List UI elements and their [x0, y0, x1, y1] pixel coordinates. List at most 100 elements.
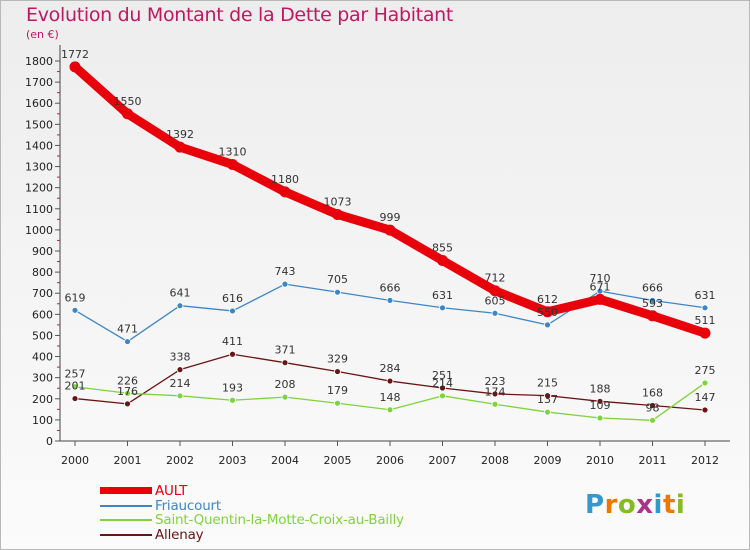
x-tick-label: 2005 — [324, 454, 352, 467]
legend-label: Saint-Quentin-la-Motte-Croix-au-Bailly — [155, 512, 404, 528]
data-label: 98 — [646, 401, 660, 414]
y-tick-label: 1100 — [25, 203, 53, 216]
y-tick-label: 900 — [32, 245, 53, 258]
x-tick-label: 2001 — [114, 454, 142, 467]
data-label: 411 — [222, 335, 243, 348]
data-point — [229, 350, 236, 358]
data-label: 371 — [275, 344, 296, 357]
data-label: 619 — [65, 291, 86, 304]
legend-swatch — [100, 504, 152, 507]
data-point — [124, 338, 131, 345]
data-point — [649, 416, 656, 424]
data-label: 179 — [327, 384, 348, 397]
x-tick-label: 2004 — [271, 454, 299, 467]
data-label: 1073 — [324, 195, 352, 208]
data-label: 593 — [642, 297, 663, 310]
y-tick-label: 400 — [32, 351, 53, 364]
data-point — [594, 293, 606, 305]
data-label: 176 — [117, 385, 138, 398]
x-tick-label: 2008 — [481, 454, 509, 467]
data-label: 999 — [380, 211, 401, 224]
data-label: 666 — [380, 281, 401, 294]
data-label: 605 — [485, 294, 506, 307]
data-point — [281, 393, 289, 401]
y-tick-label: 700 — [32, 287, 53, 300]
data-label: 710 — [590, 272, 611, 285]
data-label: 671 — [590, 280, 611, 293]
data-point — [544, 392, 551, 400]
data-point — [699, 327, 711, 339]
data-label: 329 — [327, 353, 348, 366]
data-point — [281, 359, 289, 367]
x-tick-label: 2012 — [691, 454, 719, 467]
data-label: 214 — [170, 377, 191, 390]
x-tick-label: 2003 — [219, 454, 247, 467]
x-tick-label: 2002 — [166, 454, 194, 467]
data-point — [122, 108, 133, 120]
data-point — [124, 400, 131, 408]
data-label: 109 — [590, 399, 611, 412]
data-label: 226 — [117, 374, 138, 387]
data-label: 137 — [537, 393, 558, 406]
data-label: 666 — [642, 281, 663, 294]
data-point — [491, 400, 499, 408]
data-label: 215 — [537, 377, 558, 390]
data-label: 511 — [695, 314, 716, 327]
chart-title: Evolution du Montant de la Dette par Hab… — [26, 4, 454, 26]
data-label: 1550 — [114, 95, 142, 108]
data-point — [386, 296, 394, 304]
data-label: 214 — [432, 377, 453, 390]
data-label: 251 — [432, 369, 453, 382]
chart-subtitle: (en €) — [26, 28, 59, 41]
y-tick-label: 100 — [32, 414, 53, 427]
data-point — [71, 383, 79, 391]
data-point — [124, 389, 131, 397]
data-point — [279, 186, 291, 198]
x-tick-label: 2000 — [61, 454, 89, 467]
y-tick-label: 600 — [32, 308, 53, 321]
data-label: 705 — [327, 273, 348, 286]
data-label: 1180 — [271, 173, 299, 186]
data-point — [71, 395, 79, 402]
x-tick-label: 2007 — [429, 454, 457, 467]
data-label: 284 — [380, 362, 401, 375]
data-label: 147 — [695, 391, 716, 404]
data-label: 338 — [170, 351, 191, 364]
data-point — [596, 414, 604, 422]
data-point — [332, 208, 343, 220]
data-label: 612 — [537, 293, 558, 306]
data-point — [544, 408, 551, 416]
legend-label: Allenay — [155, 526, 204, 543]
data-label: 550 — [537, 306, 558, 319]
data-label: 743 — [275, 265, 296, 278]
data-point — [437, 255, 448, 266]
data-point — [386, 406, 394, 414]
legend-swatch — [100, 533, 152, 536]
data-point — [649, 402, 656, 409]
data-label: 1392 — [166, 128, 194, 141]
x-tick-label: 2011 — [639, 454, 667, 467]
data-label: 174 — [485, 385, 506, 398]
legend-label: Friaucourt — [155, 497, 221, 514]
y-tick-label: 0 — [46, 435, 53, 448]
data-point — [491, 390, 499, 398]
data-point — [334, 288, 341, 296]
y-tick-label: 500 — [32, 329, 53, 342]
data-point — [701, 304, 709, 312]
data-point — [229, 307, 236, 315]
x-tick-label: 2006 — [376, 454, 404, 467]
data-point — [176, 366, 184, 374]
data-label: 223 — [485, 375, 506, 388]
y-tick-label: 1500 — [25, 118, 53, 131]
data-point — [334, 399, 341, 407]
y-tick-label: 800 — [32, 266, 53, 279]
data-label: 631 — [695, 289, 716, 302]
data-point — [544, 321, 551, 329]
data-point — [384, 224, 396, 236]
data-point — [542, 306, 553, 318]
legend-swatch — [100, 519, 152, 521]
data-point — [701, 406, 709, 414]
data-label: 257 — [65, 368, 86, 381]
data-point — [227, 158, 238, 170]
